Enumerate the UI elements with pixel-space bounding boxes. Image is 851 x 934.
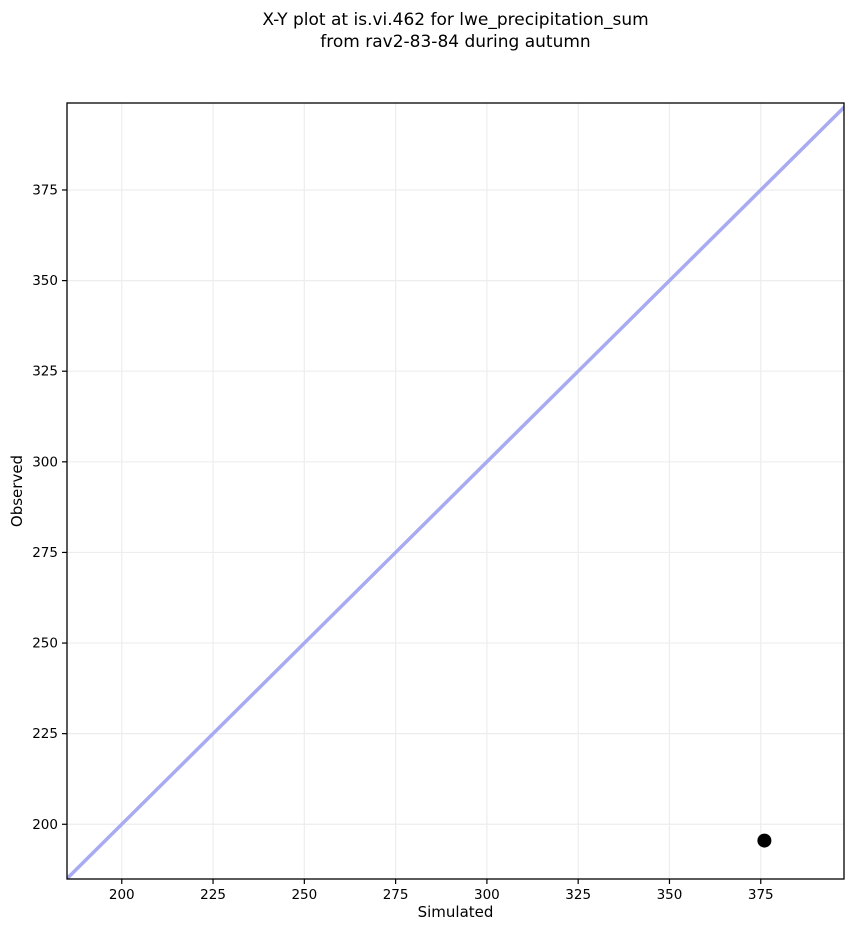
x-tick-label: 325 [565,887,591,903]
gridlines [67,103,844,879]
series-observed-vs-simulated [757,833,772,848]
x-tick-label: 300 [474,887,500,903]
x-tick-label: 250 [291,887,317,903]
y-tick-label: 275 [32,545,58,561]
x-tick-label: 200 [109,887,135,903]
y-tick-label: 225 [32,726,58,742]
chart-title: X-Y plot at is.vi.462 for lwe_precipitat… [67,9,844,54]
y-tick-label: 300 [32,454,58,470]
x-tick-label: 350 [657,887,683,903]
y-axis-label: Observed [8,454,26,528]
y-tick-label: 325 [32,364,58,380]
data-point [757,833,772,848]
chart-title-line-1: X-Y plot at is.vi.462 for lwe_precipitat… [262,10,649,30]
y-tick-label: 250 [32,636,58,652]
plot-border [66,102,845,880]
tick-labels: 200 225 250 275 300 325 350 375 200 225 250 275 300 3… [32,182,773,903]
tick-marks [62,189,762,884]
chart-title-line-2: from rav2-83-84 during autumn [320,32,591,53]
x-tick-label: 225 [200,887,226,903]
x-tick-label: 375 [748,887,774,903]
identity-line [67,104,844,879]
y-tick-label: 200 [32,817,58,833]
y-tick-label: 350 [32,273,58,289]
y-tick-label: 375 [32,182,58,198]
x-tick-label: 275 [383,887,409,903]
x-axis-label: Simulated [417,903,494,921]
